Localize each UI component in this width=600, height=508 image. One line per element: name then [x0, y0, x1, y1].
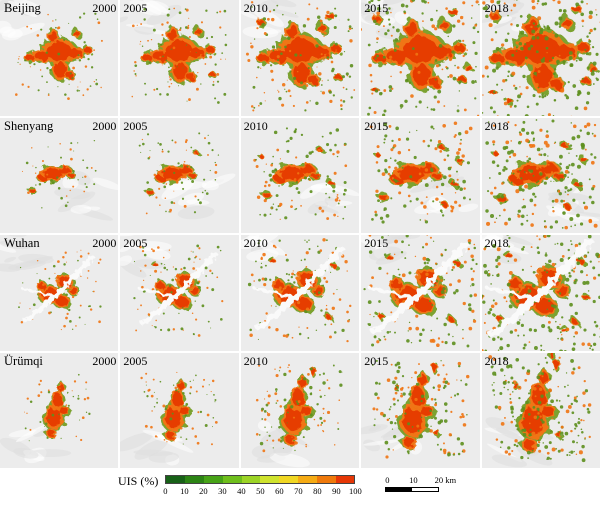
legend-tick: 40: [237, 486, 246, 496]
legend-tick: 50: [256, 486, 265, 496]
legend-ramp-segment: [166, 476, 186, 483]
map-panel: 2010: [240, 0, 360, 116]
uis-map-image: [481, 0, 600, 116]
uis-map-image: [481, 235, 600, 351]
year-label: 2015: [364, 236, 389, 250]
legend-tick: 90: [332, 486, 341, 496]
uis-map-image: [0, 117, 119, 233]
year-label: 2018: [484, 236, 509, 250]
year-label: 2018: [484, 1, 509, 15]
map-panel: 2015: [361, 235, 480, 351]
legend-tick: 0: [163, 486, 168, 496]
year-label: 2010: [243, 118, 268, 133]
legend-ramp-segment: [185, 476, 204, 483]
legend-ramp-segment: [260, 476, 280, 483]
legend-tick: 100: [348, 486, 362, 496]
map-panel: 2018: [481, 0, 600, 116]
map-panel: 2005: [120, 0, 239, 116]
map-panel: 2010: [240, 352, 360, 468]
city-label: Wuhan: [4, 236, 40, 250]
legend-tick: 70: [294, 486, 303, 496]
year-label: 2005: [123, 1, 148, 15]
year-label: 2005: [123, 353, 148, 368]
year-label: 2010: [243, 236, 268, 250]
uis-map-image: [0, 0, 119, 116]
legend-ramp-segment: [222, 476, 242, 483]
legend-ramp-wrap: 0 10 20 30 40 50 60 70 80 90 100: [163, 475, 362, 501]
year-label: 2010: [243, 1, 268, 15]
uis-map-image: [361, 0, 480, 116]
map-panel: 2005: [120, 117, 239, 233]
legend-tick: 80: [313, 486, 322, 496]
scalebar-segment-white: [412, 488, 439, 491]
legend-title: UIS (%): [118, 474, 159, 488]
uis-map-image: [0, 352, 119, 468]
map-panel: 2018: [481, 117, 600, 233]
legend-tick: 10: [180, 486, 189, 496]
legend-ramp-segment: [279, 476, 298, 483]
scalebar-segment-black: [386, 488, 413, 491]
year-label: 2015: [364, 118, 389, 133]
uis-legend: UIS (%) 0 10 20 30 40 50 60 70 80 90 100: [118, 474, 362, 501]
year-label: 2005: [123, 236, 148, 250]
year-label: 2000: [92, 353, 117, 368]
map-panel: 2015: [361, 352, 480, 468]
uis-map-image: [481, 117, 600, 233]
scalebar-label-20km: 20 km: [434, 475, 457, 485]
year-label: 2018: [484, 353, 509, 368]
map-panel: 2005: [120, 235, 239, 351]
uis-map-image: [361, 235, 480, 351]
map-panel: Beijing 2000: [0, 0, 119, 116]
legend-tick: 20: [199, 486, 208, 496]
uis-map-image: [361, 352, 480, 468]
map-panel: Wuhan 2000: [0, 235, 119, 351]
city-label: Ürümqi: [4, 353, 43, 368]
legend-ramp-segment: [335, 476, 355, 483]
scalebar-label-10: 10: [409, 475, 418, 485]
year-label: 2000: [92, 236, 117, 250]
map-panel: 2018: [481, 352, 600, 468]
year-label: 2015: [364, 353, 389, 368]
uis-map-image: [240, 0, 360, 116]
legend-ramp-segment: [203, 476, 223, 483]
legend-tick: 30: [218, 486, 227, 496]
map-panel: 2015: [361, 0, 480, 116]
map-grid: Beijing 2000 2005 2010 2015 2018 Shenyang 2000 2…: [0, 0, 600, 468]
uis-map-image: [361, 117, 480, 233]
map-panel: 2010: [240, 117, 360, 233]
map-panel: 2018: [481, 235, 600, 351]
map-panel: 2005: [120, 352, 239, 468]
scale-bar: 0 10 20 km: [385, 475, 463, 501]
year-label: 2010: [243, 353, 268, 368]
uis-map-image: [240, 352, 360, 468]
legend-ramp-segment: [316, 476, 336, 483]
legend-ramp-segment: [297, 476, 317, 483]
scalebar-bar: [385, 487, 440, 492]
uis-map-image: [240, 117, 360, 233]
legend-color-ramp: [165, 475, 356, 484]
scalebar-label-0: 0: [385, 475, 390, 485]
year-label: 2005: [123, 118, 148, 133]
uis-map-image: [120, 117, 239, 233]
legend-tick: 60: [275, 486, 284, 496]
map-panel: 2010: [240, 235, 360, 351]
year-label: 2000: [92, 118, 117, 133]
year-label: 2015: [364, 1, 389, 15]
map-panel: 2015: [361, 117, 480, 233]
uis-map-image: [240, 235, 360, 351]
uis-map-image: [481, 352, 600, 468]
legend-ramp-segment: [241, 476, 261, 483]
uis-map-image: [120, 0, 239, 116]
city-label: Beijing: [4, 1, 41, 15]
uis-map-image: [120, 235, 239, 351]
uis-map-image: [0, 235, 119, 351]
uis-map-image: [120, 352, 239, 468]
figure-footer: UIS (%) 0 10 20 30 40 50 60 70 80 90 100 0 10 20 k…: [0, 468, 600, 508]
year-label: 2000: [92, 1, 117, 15]
map-panel: Ürümqi 2000: [0, 352, 119, 468]
city-label: Shenyang: [4, 118, 54, 133]
year-label: 2018: [484, 118, 509, 133]
map-panel: Shenyang 2000: [0, 117, 119, 233]
